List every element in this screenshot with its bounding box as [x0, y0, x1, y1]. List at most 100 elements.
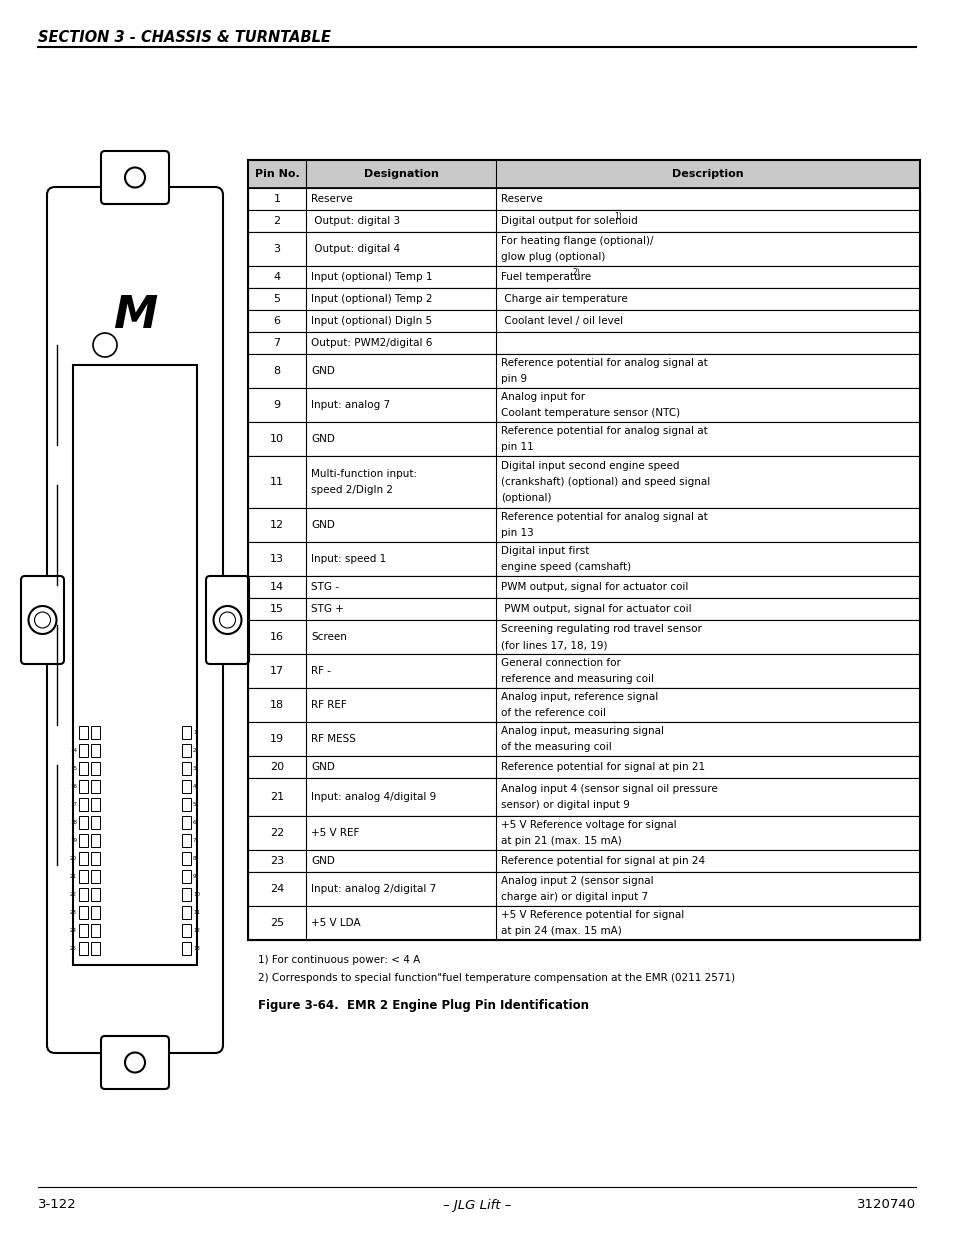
Text: 2) Corresponds to special function"fuel temperature compensation at the EMR (021: 2) Corresponds to special function"fuel … — [257, 973, 735, 983]
Text: STG +: STG + — [311, 604, 343, 614]
Text: 1: 1 — [274, 194, 280, 204]
FancyBboxPatch shape — [47, 186, 223, 1053]
Text: GND: GND — [311, 366, 335, 375]
Text: of the reference coil: of the reference coil — [500, 708, 605, 718]
Bar — [91, 869, 100, 883]
Text: 10: 10 — [270, 433, 284, 445]
Bar — [248, 655, 919, 688]
Bar — [79, 816, 88, 829]
Text: 11: 11 — [193, 910, 200, 915]
Text: Reference potential for analog signal at: Reference potential for analog signal at — [500, 426, 707, 436]
Bar — [248, 210, 919, 232]
Text: 13: 13 — [270, 555, 284, 564]
Bar — [91, 798, 100, 811]
Text: 24: 24 — [70, 927, 77, 932]
Text: RF MESS: RF MESS — [311, 734, 355, 743]
Text: (optional): (optional) — [500, 493, 551, 503]
Text: Input (optional) Temp 1: Input (optional) Temp 1 — [311, 272, 432, 282]
Bar — [248, 188, 919, 210]
Bar — [248, 354, 919, 388]
Bar — [248, 906, 919, 940]
Text: Analog input, reference signal: Analog input, reference signal — [500, 692, 658, 701]
Text: glow plug (optional): glow plug (optional) — [500, 252, 605, 262]
Text: 22: 22 — [70, 892, 77, 897]
Bar — [248, 778, 919, 816]
Text: Coolant level / oil level: Coolant level / oil level — [500, 316, 622, 326]
Text: 21: 21 — [270, 792, 284, 802]
Text: 15: 15 — [70, 766, 77, 771]
Text: speed 2/DigIn 2: speed 2/DigIn 2 — [311, 485, 393, 495]
Text: 2): 2) — [572, 268, 579, 277]
FancyBboxPatch shape — [101, 151, 169, 204]
Text: 1): 1) — [614, 211, 621, 221]
Text: 17: 17 — [70, 802, 77, 806]
Text: 14: 14 — [270, 582, 284, 592]
Bar — [182, 906, 191, 919]
Text: STG -: STG - — [311, 582, 338, 592]
Text: Reserve: Reserve — [500, 194, 542, 204]
Bar — [182, 869, 191, 883]
Bar — [79, 798, 88, 811]
Bar — [91, 906, 100, 919]
Text: Fuel temperature: Fuel temperature — [500, 272, 594, 282]
Bar — [91, 924, 100, 937]
Bar — [182, 942, 191, 955]
Text: Reference potential for analog signal at: Reference potential for analog signal at — [500, 358, 707, 368]
Bar — [91, 852, 100, 864]
Text: Digital input first: Digital input first — [500, 546, 589, 556]
Bar — [79, 852, 88, 864]
Text: Analog input, measuring signal: Analog input, measuring signal — [500, 726, 663, 736]
Bar — [248, 161, 919, 188]
Text: Output: digital 4: Output: digital 4 — [311, 245, 399, 254]
Text: – JLG Lift –: – JLG Lift – — [442, 1198, 511, 1212]
Bar — [248, 161, 919, 940]
Text: +5 V Reference potential for signal: +5 V Reference potential for signal — [500, 910, 683, 920]
Circle shape — [34, 613, 51, 629]
Text: 18: 18 — [70, 820, 77, 825]
Bar — [79, 834, 88, 847]
Text: Analog input 2 (sensor signal: Analog input 2 (sensor signal — [500, 876, 653, 885]
Text: Designation: Designation — [363, 169, 438, 179]
Text: 16: 16 — [70, 784, 77, 789]
Bar — [79, 869, 88, 883]
Circle shape — [125, 168, 145, 188]
Text: 20: 20 — [270, 762, 284, 772]
Bar — [248, 456, 919, 508]
Text: 23: 23 — [270, 856, 284, 866]
Text: 9: 9 — [193, 874, 196, 879]
Text: 10: 10 — [193, 892, 200, 897]
Text: 4: 4 — [193, 784, 196, 789]
Circle shape — [29, 606, 56, 634]
Text: Screen: Screen — [311, 632, 347, 642]
Bar — [182, 852, 191, 864]
Text: Input: analog 7: Input: analog 7 — [311, 400, 390, 410]
Bar — [91, 816, 100, 829]
Text: 16: 16 — [270, 632, 284, 642]
Text: GND: GND — [311, 433, 335, 445]
Text: +5 V Reference voltage for signal: +5 V Reference voltage for signal — [500, 820, 676, 830]
Bar — [182, 743, 191, 757]
Text: 6: 6 — [274, 316, 280, 326]
Text: 7: 7 — [274, 338, 280, 348]
Text: pin 13: pin 13 — [500, 529, 533, 538]
Text: Reference potential for analog signal at: Reference potential for analog signal at — [500, 513, 707, 522]
Text: 8: 8 — [274, 366, 280, 375]
Text: 13: 13 — [193, 946, 200, 951]
FancyBboxPatch shape — [206, 576, 249, 664]
Text: engine speed (camshaft): engine speed (camshaft) — [500, 562, 631, 572]
Bar — [91, 942, 100, 955]
Text: SECTION 3 - CHASSIS & TURNTABLE: SECTION 3 - CHASSIS & TURNTABLE — [38, 30, 331, 44]
Bar — [182, 924, 191, 937]
Bar — [248, 266, 919, 288]
Bar — [248, 620, 919, 655]
Circle shape — [213, 606, 241, 634]
Text: 2: 2 — [193, 748, 196, 753]
Text: Analog input 4 (sensor signal oil pressure: Analog input 4 (sensor signal oil pressu… — [500, 784, 717, 794]
Text: +5 V REF: +5 V REF — [311, 827, 359, 839]
Text: 22: 22 — [270, 827, 284, 839]
Bar — [248, 756, 919, 778]
Text: pin 11: pin 11 — [500, 442, 533, 452]
Text: 6: 6 — [193, 820, 196, 825]
Bar — [182, 834, 191, 847]
Text: Input: analog 2/digital 7: Input: analog 2/digital 7 — [311, 884, 436, 894]
